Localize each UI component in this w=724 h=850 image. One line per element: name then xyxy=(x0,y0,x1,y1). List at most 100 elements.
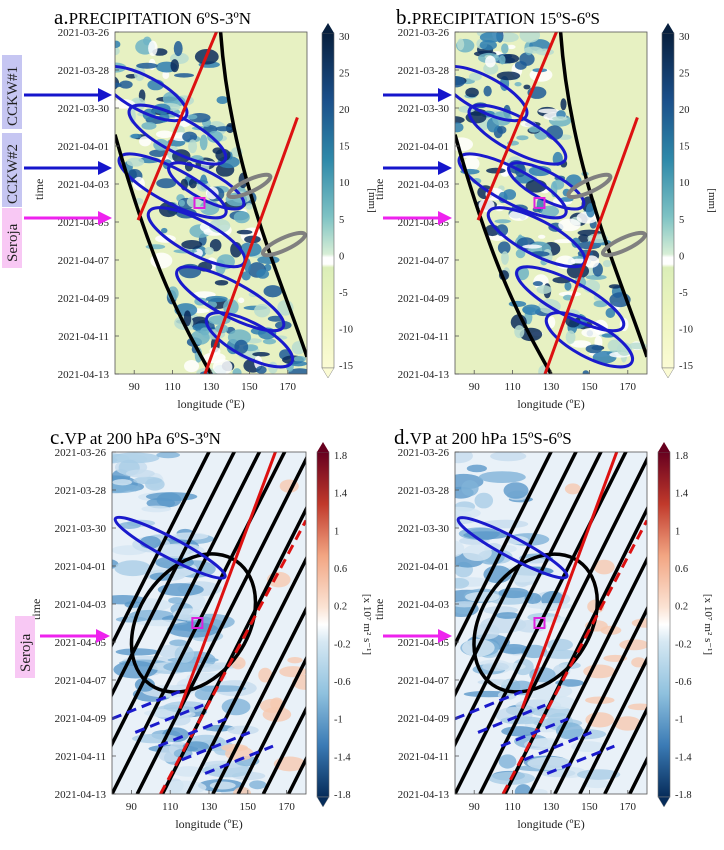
vp-cell xyxy=(498,754,517,769)
colorbar-bottom-cap xyxy=(661,367,675,379)
x-tick-label: 170 xyxy=(620,381,637,393)
kelvin-contour xyxy=(457,152,568,220)
precip-cell xyxy=(256,365,267,374)
colorbar-tick-label: -15 xyxy=(339,361,353,372)
precip-cell xyxy=(216,96,229,105)
colorbar-unit-label: [x 10⁷ m² s⁻¹] xyxy=(361,594,373,655)
precip-cell xyxy=(486,167,506,174)
kelvin-contour-dashed xyxy=(157,717,228,748)
colorbar-gradient xyxy=(321,32,335,369)
x-tick-label: 110 xyxy=(505,801,522,813)
x-tick-label: 170 xyxy=(280,381,297,393)
seroja-arrow-head-a xyxy=(98,211,112,225)
panel-c-letter: c. xyxy=(50,425,65,449)
precip-cell xyxy=(254,303,271,318)
precip-cell xyxy=(115,40,121,48)
er-contour xyxy=(136,32,219,221)
colorbar: 30 25 20 15 10 5 0 -5 -10 -15 [mm] xyxy=(661,23,718,379)
colorbar-tick-label: -0.6 xyxy=(675,677,692,688)
seroja-annotation-a: Seroja xyxy=(2,208,112,268)
cckw2-annotation: CCKW#2 xyxy=(2,133,112,207)
y-tick-label: 2021-03-30 xyxy=(398,523,450,535)
precip-cell xyxy=(607,339,623,352)
colorbar-tick-label: 1.8 xyxy=(675,451,688,462)
cckw2-label-box xyxy=(2,133,22,207)
precip-cell xyxy=(232,368,242,374)
vp-cell xyxy=(167,621,219,638)
colorbar-bottom-cap xyxy=(316,796,330,808)
precip-cell xyxy=(233,211,250,224)
y-tick-label: 2021-03-28 xyxy=(55,485,107,497)
y-tick-label: 2021-03-30 xyxy=(398,103,450,115)
precip-cell xyxy=(236,229,253,235)
storm-marker xyxy=(191,617,204,629)
vp-cell xyxy=(112,452,160,464)
x-tick-label: 150 xyxy=(240,801,257,813)
x-tick-label: 90 xyxy=(126,801,138,813)
mjo-contour xyxy=(455,452,578,698)
precip-cell xyxy=(552,116,568,121)
precip-cell xyxy=(455,122,464,133)
precip-cell xyxy=(293,355,306,363)
kelvin-contour-dashed xyxy=(546,744,615,775)
precip-cell xyxy=(130,133,142,139)
vp-cell xyxy=(112,479,132,486)
precip-cell xyxy=(188,178,197,189)
vp-cell xyxy=(478,471,526,484)
colorbar-tick-label: 0 xyxy=(679,251,684,262)
mjo-contour xyxy=(528,555,647,794)
y-tick-label: 2021-03-28 xyxy=(58,65,110,77)
mjo-contour xyxy=(455,452,553,648)
y-tick-label: 2021-03-28 xyxy=(398,65,450,77)
kelvin-contour-dashed xyxy=(112,690,181,721)
precip-cell xyxy=(155,130,173,139)
y-tick-label: 2021-04-05 xyxy=(55,637,107,649)
precip-cell xyxy=(90,53,97,58)
colorbar: 1.8 1.4 1 0.6 0.2 -0.2 -0.6 -1 -1.4 -1.8 [x 10⁷ m²… xyxy=(657,442,714,808)
precip-cell xyxy=(501,43,509,54)
precip-cell xyxy=(560,98,567,111)
cckw1-arrow-b xyxy=(383,88,452,102)
vp-cell xyxy=(194,688,214,701)
cckw2-label: CCKW#2 xyxy=(5,144,21,204)
x-axis-label: longitude (ºE) xyxy=(175,817,242,831)
er-contour xyxy=(520,452,619,710)
vp-cell xyxy=(168,597,185,604)
er-contour-dashed xyxy=(159,519,306,794)
kelvin-contour xyxy=(127,103,228,166)
y-tick-label: 2021-03-30 xyxy=(55,523,107,535)
precip-cell xyxy=(161,227,168,234)
vp-cell xyxy=(495,612,520,619)
x-tick-label: 150 xyxy=(581,381,598,393)
colorbar-tick-label: 1.4 xyxy=(675,489,689,500)
precip-cell xyxy=(494,219,511,224)
y-tick-label: 2021-04-03 xyxy=(58,179,110,191)
precip-cell xyxy=(514,82,522,87)
vp-cell xyxy=(163,661,202,673)
precip-cell xyxy=(585,274,607,280)
mjo-contour xyxy=(578,655,647,794)
colorbar-tick-label: 5 xyxy=(679,215,684,226)
mjo-contour xyxy=(112,452,287,794)
x-axis-label: longitude (ºE) xyxy=(517,397,584,411)
colorbar-tick-label: 0.2 xyxy=(675,602,688,613)
colorbar-top-cap xyxy=(317,442,329,452)
vp-cell xyxy=(112,483,141,494)
vp-cell-positive xyxy=(631,657,646,668)
colorbar-bottom-cap xyxy=(321,367,335,379)
precip-cell xyxy=(514,60,527,70)
vp-cell-positive xyxy=(631,618,647,628)
vp-cell xyxy=(503,482,529,499)
y-tick-label: 2021-04-09 xyxy=(55,713,107,725)
precip-cell xyxy=(497,241,511,255)
x-tick-label: 130 xyxy=(543,801,560,813)
precip-cell xyxy=(183,310,192,327)
precip-cell xyxy=(562,294,573,301)
precip-cell xyxy=(178,199,185,207)
precip-cell xyxy=(496,71,521,81)
colorbar-tick-label: -15 xyxy=(679,361,693,372)
y-tick-label: 2021-04-05 xyxy=(58,217,110,229)
precip-cell xyxy=(536,48,554,56)
vp-cell xyxy=(141,505,172,513)
y-axis-label: time xyxy=(372,599,386,620)
